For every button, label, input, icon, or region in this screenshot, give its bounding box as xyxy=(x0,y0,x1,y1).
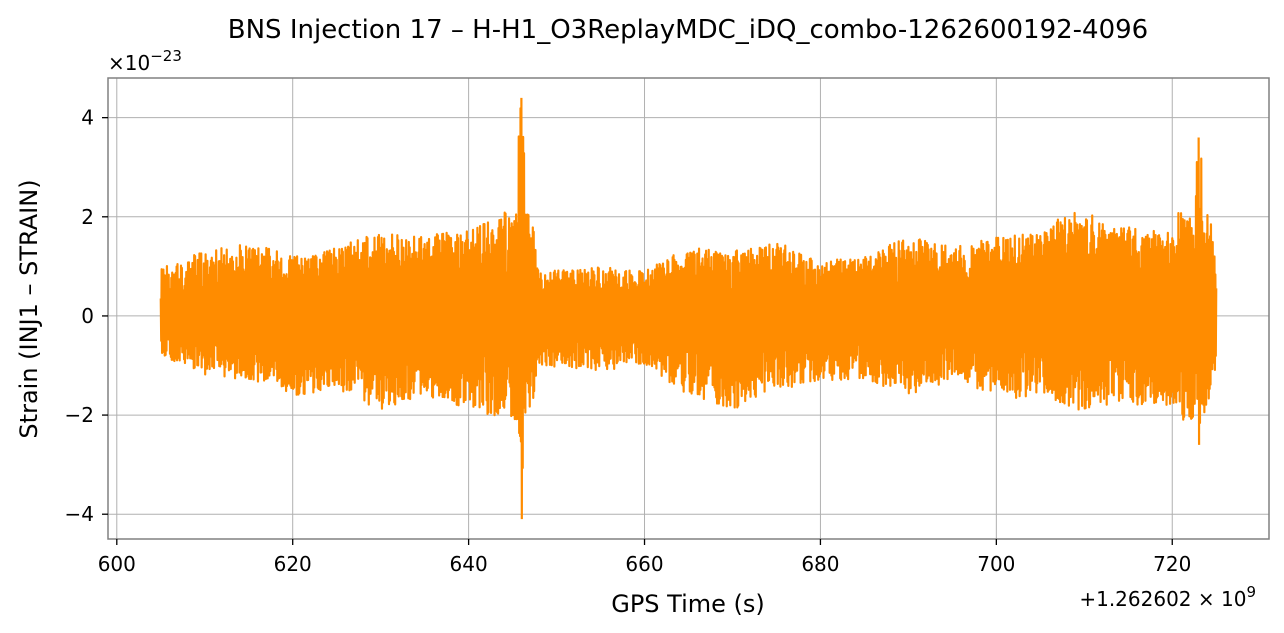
x-tick-label: 680 xyxy=(801,552,839,576)
x-tick-label: 720 xyxy=(1153,552,1191,576)
y-tick-label: −4 xyxy=(65,502,94,526)
y-axis-label: Strain (INJ1 – STRAIN) xyxy=(15,179,43,438)
x-tick-label: 640 xyxy=(450,552,488,576)
x-offset-text: +1.262602 × 109 xyxy=(1079,583,1256,611)
x-tick-label: 660 xyxy=(625,552,663,576)
series-line xyxy=(159,97,1218,520)
y-tick-label: 2 xyxy=(81,205,94,229)
plot-area xyxy=(159,97,1218,520)
chart-title: BNS Injection 17 – H-H1_O3ReplayMDC_iDQ_… xyxy=(228,15,1148,45)
y-scale-factor: ×10−23 xyxy=(108,47,182,75)
axes-frame xyxy=(107,77,1270,540)
y-tick-label: 4 xyxy=(81,106,94,130)
x-tick-label: 600 xyxy=(98,552,136,576)
x-tick-label: 620 xyxy=(274,552,312,576)
y-tick-label: 0 xyxy=(81,304,94,328)
x-tick-label: 700 xyxy=(977,552,1015,576)
axis-ticks: 600 620 640 660 680 700 720 −4 −2 0 2 4 xyxy=(65,106,1192,576)
y-tick-label: −2 xyxy=(65,403,94,427)
x-axis-label: GPS Time (s) xyxy=(611,590,765,618)
